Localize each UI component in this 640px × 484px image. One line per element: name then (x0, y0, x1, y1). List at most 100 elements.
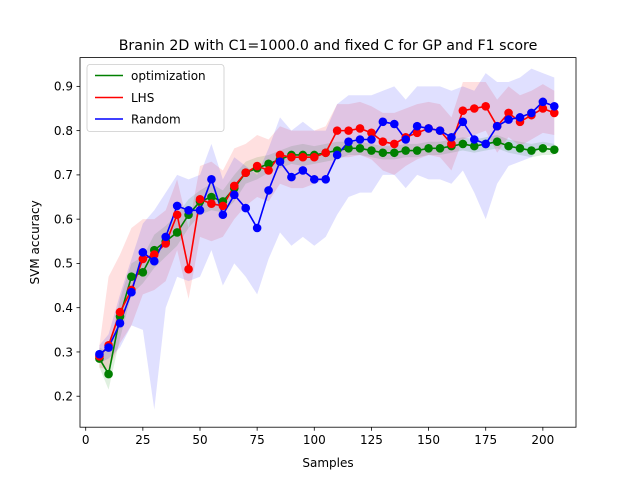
point-optimization (515, 144, 525, 153)
point-optimization (435, 144, 445, 153)
x-tick-label: 175 (474, 433, 497, 447)
x-axis-label: Samples (302, 456, 353, 470)
point-lhs (207, 199, 216, 208)
point-random (115, 318, 125, 328)
series-markers (95, 97, 559, 379)
point-random (527, 108, 536, 118)
point-lhs (447, 139, 456, 149)
point-random (195, 206, 205, 215)
point-lhs (538, 104, 548, 113)
point-optimization (172, 228, 182, 237)
point-random (127, 287, 136, 297)
chart-title: Branin 2D with C1=1000.0 and fixed C for… (119, 38, 538, 54)
point-lhs (161, 239, 171, 248)
point-random (424, 124, 433, 133)
point-optimization (389, 148, 399, 158)
point-random (435, 126, 445, 135)
point-optimization (344, 144, 353, 153)
point-lhs (115, 307, 125, 317)
point-lhs (412, 128, 422, 138)
point-lhs (275, 150, 285, 160)
point-lhs (298, 152, 308, 162)
point-random (149, 256, 159, 266)
point-random (504, 115, 513, 124)
point-random (184, 206, 193, 215)
point-optimization (264, 159, 273, 169)
point-lhs (149, 250, 159, 259)
band-random (99, 68, 555, 410)
y-tick-label: 0.9 (54, 80, 73, 94)
point-optimization (378, 148, 388, 158)
x-tick-label: 0 (82, 433, 90, 447)
x-tick-label: 150 (417, 433, 440, 447)
legend-label-random: Random (131, 113, 181, 127)
y-axis-ticks: 0.2 0.3 0.4 0.5 0.6 0.7 0.8 0.9 (54, 80, 80, 404)
point-optimization (367, 146, 376, 155)
point-random (355, 135, 365, 144)
point-lhs (332, 126, 342, 135)
y-tick-label: 0.6 (54, 212, 73, 226)
point-optimization (412, 146, 422, 155)
point-lhs (321, 148, 331, 158)
point-optimization (104, 369, 113, 379)
point-lhs (344, 126, 353, 135)
point-random (469, 135, 479, 144)
y-tick-label: 0.7 (54, 168, 73, 182)
point-random (549, 101, 559, 111)
legend-box (86, 64, 225, 132)
point-random (95, 349, 104, 359)
point-random (321, 175, 331, 184)
point-random (344, 137, 353, 146)
y-tick-label: 0.3 (54, 345, 73, 359)
point-random (458, 117, 468, 127)
point-optimization (538, 144, 548, 153)
point-lhs (184, 264, 193, 274)
point-lhs (355, 124, 365, 133)
point-optimization (549, 145, 559, 154)
y-tick-label: 0.4 (54, 301, 73, 315)
point-random (229, 190, 239, 200)
point-random (207, 175, 216, 184)
point-lhs (172, 210, 182, 220)
point-random (389, 119, 399, 129)
x-tick-label: 25 (135, 433, 150, 447)
point-random (378, 117, 388, 127)
point-lhs (218, 201, 228, 211)
point-optimization (127, 272, 136, 282)
point-random (241, 203, 251, 213)
point-random (138, 248, 148, 257)
legend-label-lhs: LHS (131, 91, 154, 105)
point-optimization (458, 139, 468, 149)
point-optimization (138, 267, 148, 277)
point-optimization (424, 144, 433, 153)
x-axis-ticks: 0 25 50 75 100 125 150 175 200 (82, 427, 554, 447)
band-lhs (99, 81, 555, 370)
point-random (515, 113, 525, 122)
point-random (367, 135, 376, 144)
point-optimization (401, 146, 411, 155)
point-random (161, 232, 171, 242)
point-optimization (207, 192, 216, 202)
legend: optimization LHS Random (86, 64, 225, 132)
point-lhs (481, 101, 491, 111)
point-optimization (527, 146, 536, 155)
point-random (401, 135, 411, 144)
point-lhs (469, 104, 479, 113)
point-random (104, 343, 113, 352)
point-optimization (355, 144, 365, 153)
point-random (287, 172, 296, 182)
point-random (252, 223, 262, 233)
x-tick-label: 125 (360, 433, 383, 447)
point-random (447, 132, 456, 142)
point-random (309, 175, 319, 184)
point-random (412, 121, 422, 131)
point-lhs (389, 139, 399, 149)
point-lhs (458, 106, 468, 116)
x-tick-label: 100 (303, 433, 326, 447)
point-random (264, 186, 273, 195)
point-lhs (195, 194, 205, 204)
point-random (172, 201, 182, 211)
point-lhs (138, 254, 148, 264)
